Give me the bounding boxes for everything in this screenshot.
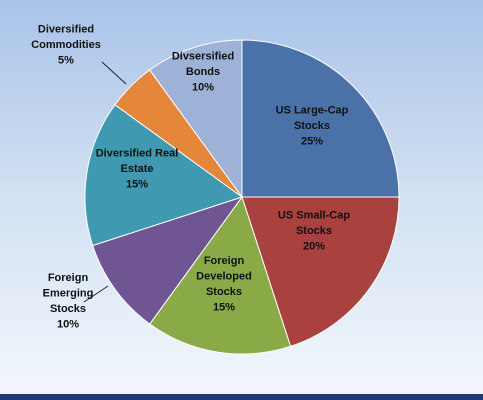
slice-label-0-line-0: US Large-Cap [276, 105, 349, 117]
slice-label-4: Diversified Real Estate 15% [96, 148, 179, 191]
leader-line-5 [101, 61, 127, 85]
slice-label-4-line-1: Estate [120, 163, 153, 175]
slice-label-0-line-1: Stocks [294, 120, 330, 132]
pie-labels: US Large-Cap Stocks 25% US Small-Cap Stocks 2… [31, 24, 350, 331]
pie-slice-6 [149, 39, 243, 199]
slice-label-0: US Large-Cap Stocks 25% [276, 105, 349, 148]
slice-label-3-line-0: Foreign [48, 272, 89, 284]
slice-label-2-line-3: 15% [213, 301, 235, 313]
slice-label-1-line-2: 20% [303, 241, 325, 253]
slice-label-5-line-2: 5% [58, 55, 74, 67]
slice-label-6-line-2: 10% [192, 82, 214, 94]
slice-label-5-line-0: Diversified [38, 24, 94, 36]
slice-label-5-line-1: Commodities [31, 39, 101, 51]
slice-label-3-line-3: 10% [57, 318, 79, 330]
slice-label-6-line-1: Bonds [186, 66, 220, 78]
pie-slice-3 [92, 196, 244, 325]
pie-slice-0 [241, 39, 400, 198]
pie-slice-1 [241, 196, 400, 347]
slice-label-2-line-2: Stocks [206, 286, 242, 298]
slice-label-6-line-0: Divsersified [172, 51, 234, 63]
leader-line-3 [83, 285, 109, 303]
slice-label-1-line-1: Stocks [296, 225, 332, 237]
slice-label-2-line-0: Foreign [204, 255, 245, 267]
slice-label-1-line-0: US Small-Cap [278, 210, 350, 222]
slice-label-2: Foreign Developed Stocks 15% [196, 255, 252, 314]
slice-label-0-line-2: 25% [301, 136, 323, 148]
slice-label-2-line-1: Developed [196, 270, 252, 282]
slice-label-5: Diversified Commodities 5% [31, 24, 101, 67]
pie-slices [84, 39, 400, 355]
slice-label-1: US Small-Cap Stocks 20% [278, 210, 350, 253]
pie-slice-4 [84, 104, 244, 247]
slice-label-3-line-1: Emerging [43, 287, 94, 299]
slice-label-4-line-0: Diversified Real [96, 148, 179, 160]
pie-slice-2 [149, 195, 292, 355]
slice-label-4-line-2: 15% [126, 179, 148, 191]
slice-label-3-line-2: Stocks [50, 303, 86, 315]
slice-label-6: Divsersified Bonds 10% [172, 51, 234, 94]
slice-label-3: Foreign Emerging Stocks 10% [43, 272, 94, 331]
